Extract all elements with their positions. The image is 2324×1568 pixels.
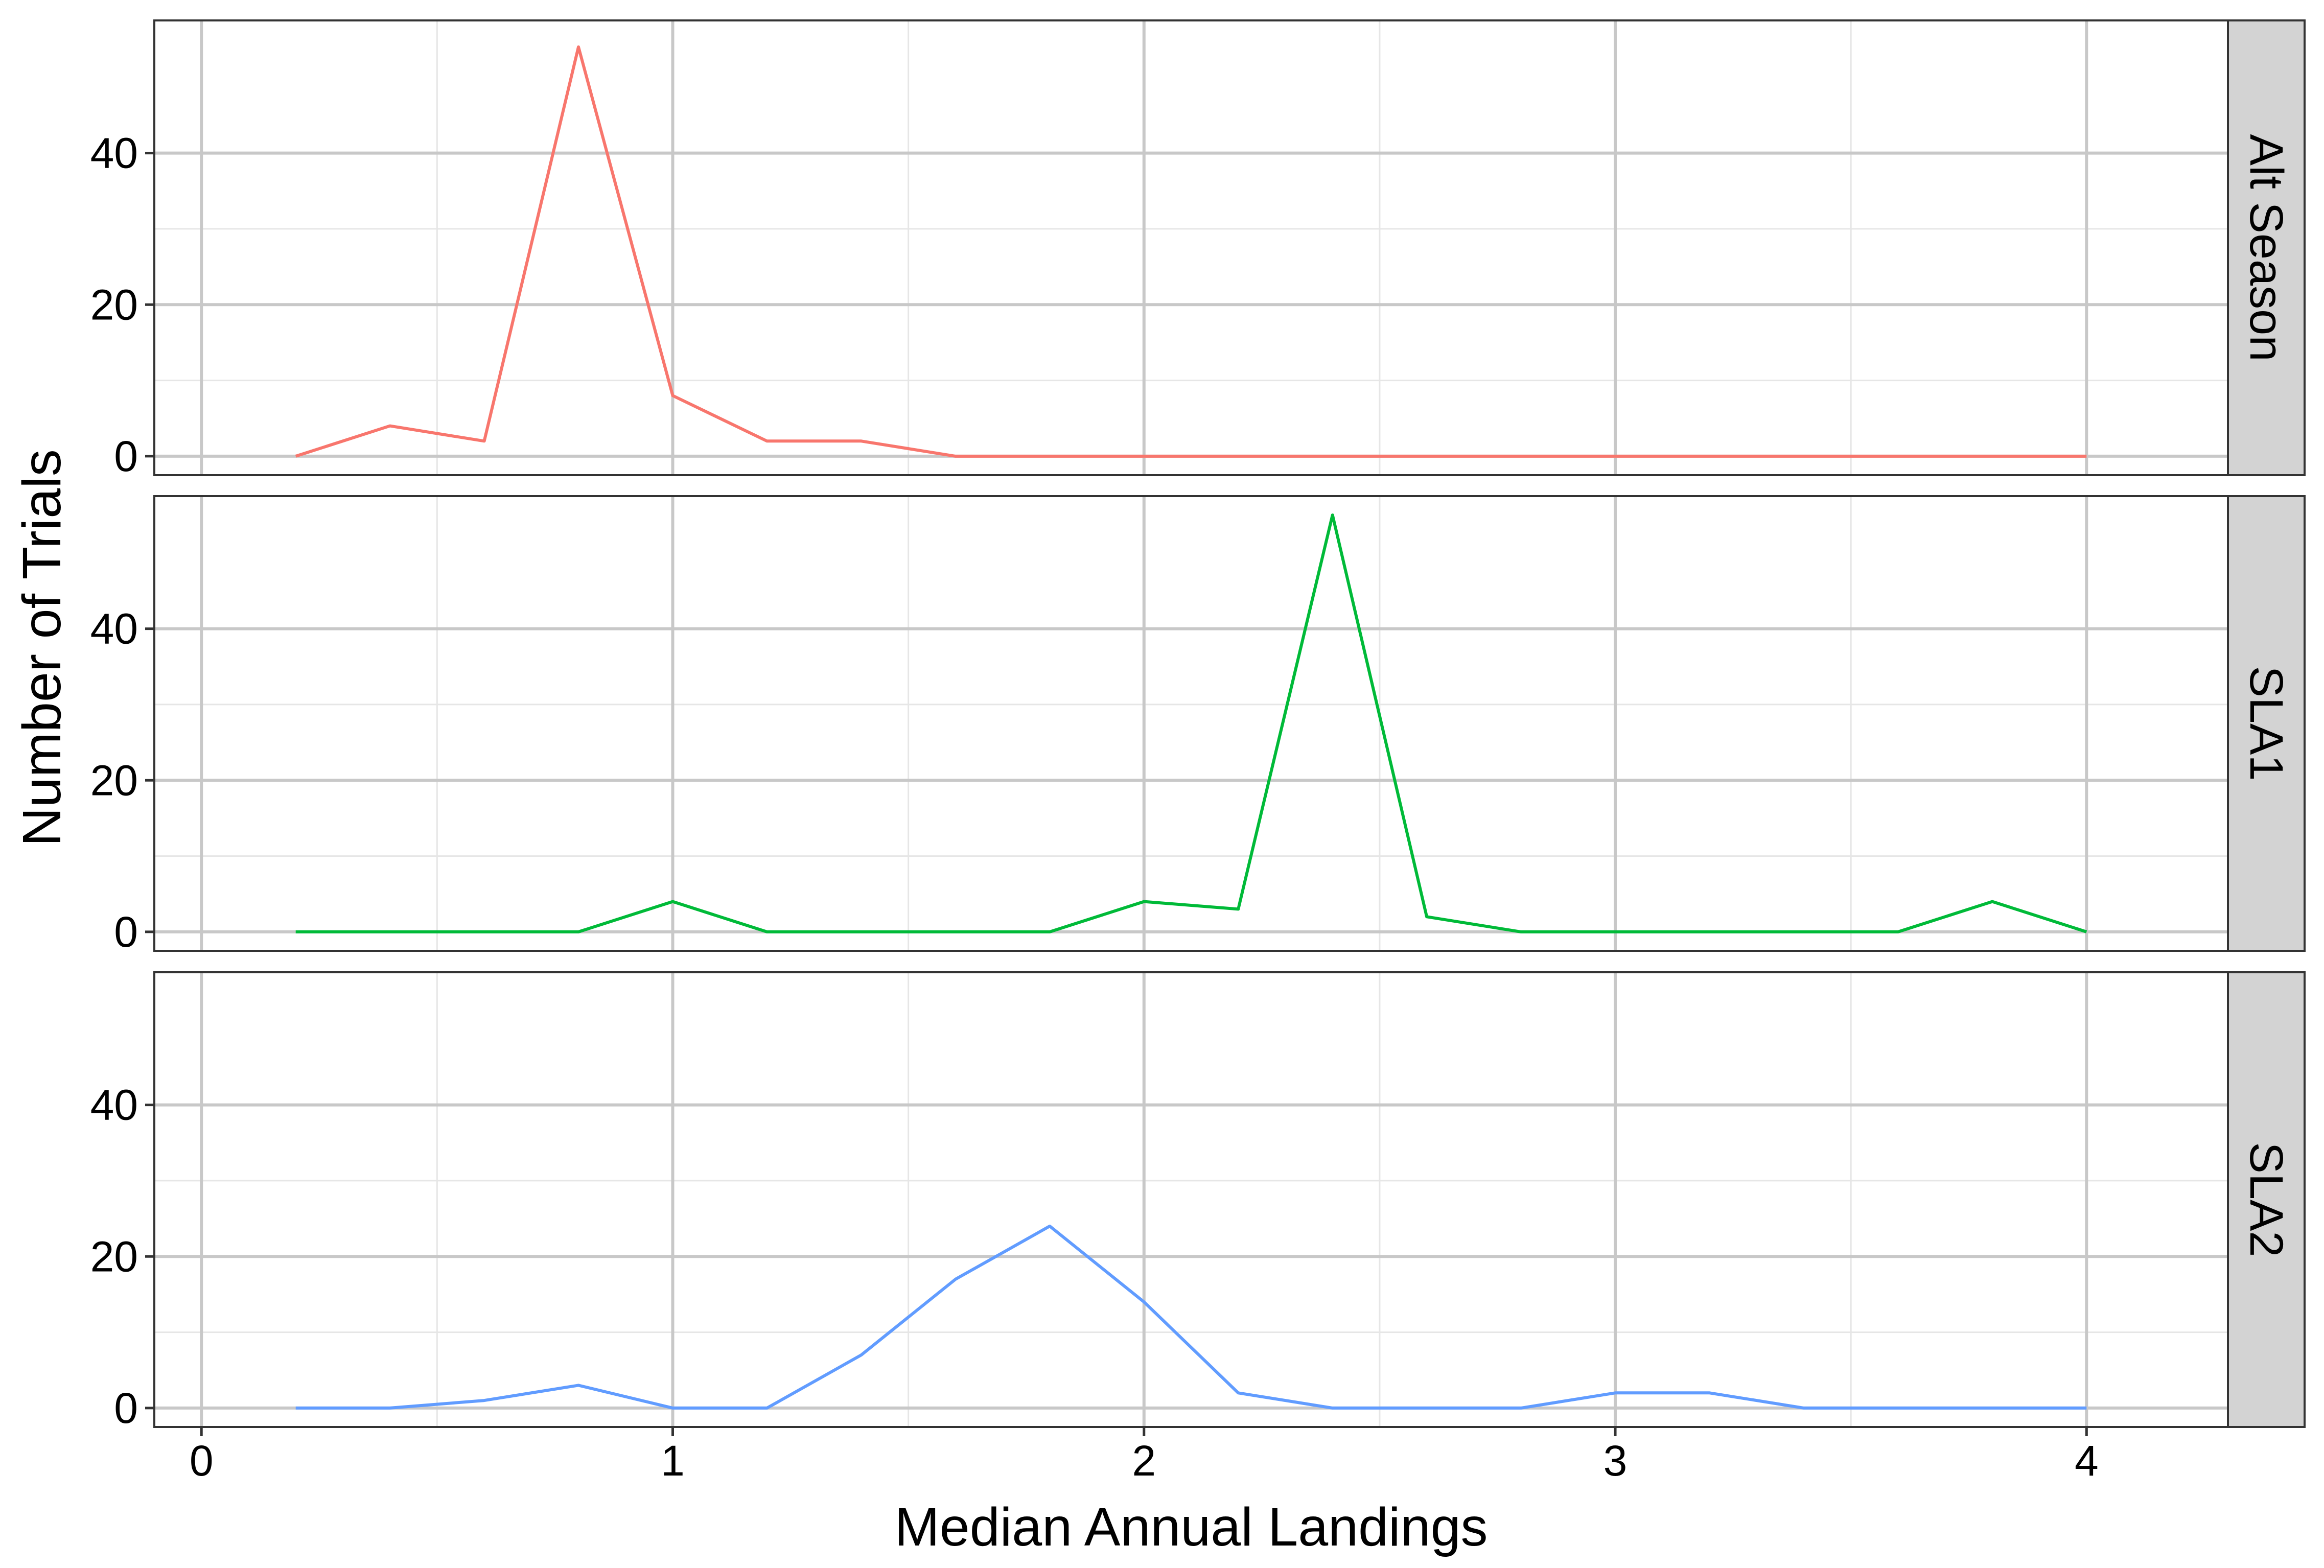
y-tick-label: 40 [90, 605, 138, 653]
data-point [1520, 930, 1523, 933]
panel-background [154, 972, 2228, 1427]
data-point [1896, 455, 1899, 458]
facet-strip-label: Alt Season [2240, 134, 2292, 362]
data-point [1048, 1225, 1051, 1228]
data-point [1143, 455, 1146, 458]
data-point [577, 930, 580, 933]
data-point [1614, 455, 1617, 458]
data-point [1802, 455, 1805, 458]
data-point [1331, 513, 1334, 517]
y-tick-label: 0 [114, 1384, 138, 1432]
facet-panel-sla2: SLA2 [153, 971, 2306, 1428]
facet-panel-sla1: SLA1 [153, 495, 2306, 952]
data-point [483, 439, 486, 442]
data-point [483, 1399, 486, 1402]
data-point [1708, 1391, 1711, 1394]
data-point [2085, 455, 2088, 458]
data-point [577, 1384, 580, 1387]
data-point [1896, 930, 1899, 933]
data-point [1143, 1300, 1146, 1303]
facet-panels: Alt Season SLA1 SLA2 [153, 19, 2306, 1428]
data-point [954, 1278, 957, 1281]
data-point [294, 1407, 297, 1410]
data-point [1991, 455, 1994, 458]
data-point [2085, 1407, 2088, 1410]
data-point [1520, 455, 1523, 458]
data-point [294, 455, 297, 458]
data-point [1237, 1391, 1240, 1394]
facet-panel-alt-season: Alt Season [153, 19, 2306, 476]
data-point [859, 439, 863, 442]
panel-background [154, 496, 2228, 951]
data-point [671, 900, 675, 903]
data-point [2085, 930, 2088, 933]
data-point [1991, 1407, 1994, 1410]
x-tick-label: 3 [1603, 1437, 1628, 1485]
data-point [1614, 1391, 1617, 1394]
y-tick-label: 20 [90, 1232, 138, 1280]
y-tick-label: 0 [114, 908, 138, 956]
data-point [1143, 900, 1146, 903]
panel-background [154, 20, 2228, 475]
data-point [1896, 1407, 1899, 1410]
data-point [954, 930, 957, 933]
facet-strip-label: SLA1 [2240, 666, 2292, 781]
series-line-sla1 [295, 513, 2087, 933]
data-point [1708, 930, 1711, 933]
data-point [1048, 455, 1051, 458]
facet-strip [2227, 495, 2306, 952]
x-tick-label: 1 [661, 1437, 685, 1485]
data-point [1802, 1407, 1805, 1410]
data-point [577, 45, 580, 49]
data-point [388, 425, 391, 428]
x-tick-label: 2 [1132, 1437, 1156, 1485]
y-tick-label: 0 [114, 432, 138, 480]
data-point [1425, 1407, 1428, 1410]
series-line-sla2 [295, 1224, 2087, 1410]
data-point [1802, 930, 1805, 933]
data-point [954, 455, 957, 458]
data-point [1425, 455, 1428, 458]
data-point [671, 394, 675, 397]
data-point [1520, 1407, 1523, 1410]
data-point [1331, 1407, 1334, 1410]
y-axis-title: Number of Trials [12, 449, 72, 847]
x-axis-title: Median Annual Landings [894, 1497, 1488, 1557]
data-point [765, 930, 769, 933]
facet-strip [2227, 971, 2306, 1428]
data-point [859, 930, 863, 933]
data-point [294, 930, 297, 933]
x-tick-label: 4 [2075, 1437, 2099, 1485]
y-tick-label: 40 [90, 1081, 138, 1129]
data-point [1614, 930, 1617, 933]
data-point [1237, 907, 1240, 910]
data-point [1708, 455, 1711, 458]
data-point [765, 439, 769, 442]
data-point [859, 1353, 863, 1356]
facet-strip [2227, 19, 2306, 476]
data-point [1048, 930, 1051, 933]
data-point [1237, 455, 1240, 458]
facet-strip-label: SLA2 [2240, 1142, 2292, 1257]
y-tick-label: 20 [90, 280, 138, 329]
y-tick-label: 20 [90, 756, 138, 804]
x-tick-label: 0 [190, 1437, 214, 1485]
axes: 0 20 40 0 20 40 0 20 40 0 1 2 3 4 [90, 129, 2099, 1485]
data-point [765, 1407, 769, 1410]
series-line-alt-season [295, 45, 2087, 458]
data-point [483, 930, 486, 933]
data-point [671, 1407, 675, 1410]
data-point [388, 1407, 391, 1410]
data-point [1331, 455, 1334, 458]
data-point [388, 930, 391, 933]
y-tick-label: 40 [90, 129, 138, 177]
data-point [1991, 900, 1994, 903]
data-point [1425, 915, 1428, 918]
